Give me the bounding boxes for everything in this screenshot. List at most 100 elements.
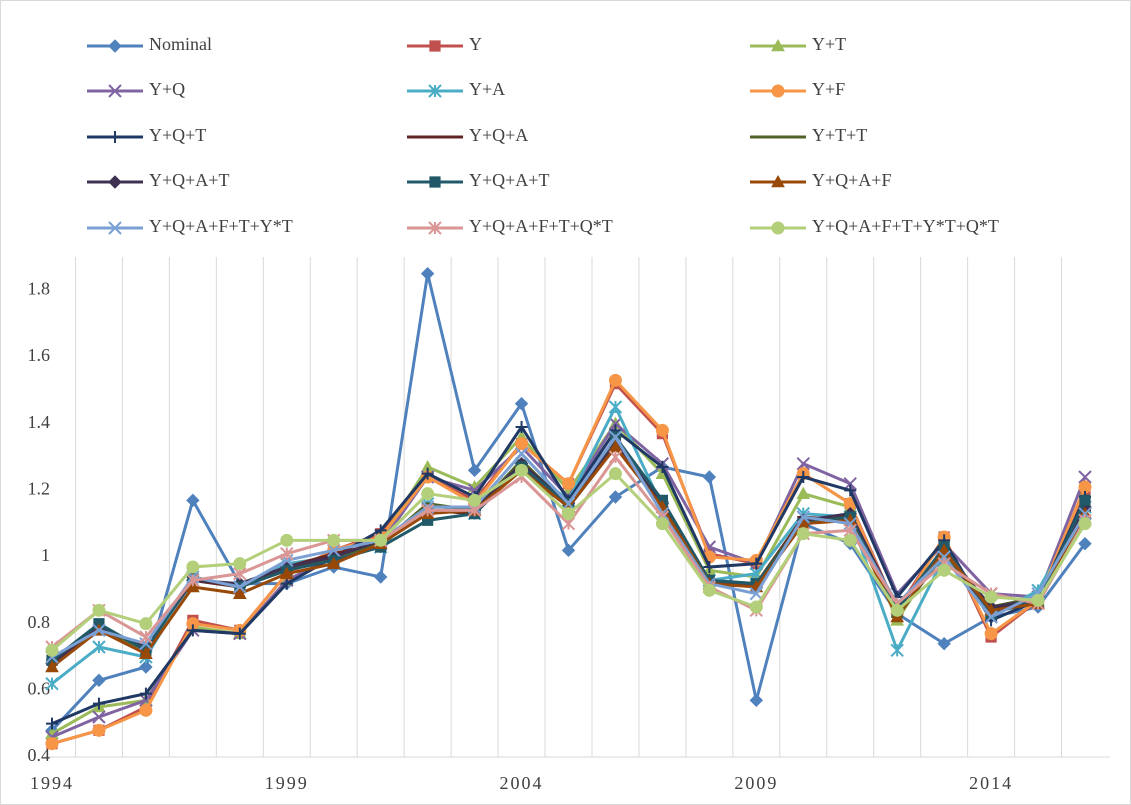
marker xyxy=(468,493,482,507)
marker xyxy=(1078,480,1092,494)
marker xyxy=(1078,536,1092,551)
y-tick-label: 1 xyxy=(41,545,50,565)
legend-label: Y+Q+A+T xyxy=(469,170,549,190)
marker xyxy=(843,533,857,547)
legend-label: Y+Q+A+T xyxy=(149,170,229,190)
marker xyxy=(608,416,623,431)
legend-marker xyxy=(109,131,121,143)
y-tick-label: 0.4 xyxy=(28,745,51,765)
marker xyxy=(139,660,153,674)
legend-label: Y+A xyxy=(469,79,505,99)
y-tick-label: 1.6 xyxy=(28,345,51,365)
marker xyxy=(608,490,623,504)
marker xyxy=(139,703,153,717)
marker xyxy=(796,456,810,471)
marker xyxy=(45,737,59,751)
marker xyxy=(984,610,998,624)
marker xyxy=(984,627,998,641)
marker xyxy=(844,484,857,497)
marker xyxy=(186,560,200,574)
legend-marker xyxy=(428,84,442,98)
marker xyxy=(420,266,435,281)
marker xyxy=(984,590,998,604)
legend-label: Y+Q+A+F+T+Q*T xyxy=(469,216,613,236)
y-tick-label: 1.4 xyxy=(28,412,51,432)
marker xyxy=(326,556,341,569)
y-tick-label: 0.6 xyxy=(28,678,51,698)
legend-marker xyxy=(429,40,441,52)
marker xyxy=(608,373,622,387)
marker xyxy=(232,586,247,599)
marker xyxy=(514,446,529,461)
marker xyxy=(139,646,153,659)
marker xyxy=(656,461,669,473)
legend-marker xyxy=(771,221,785,235)
legend-marker xyxy=(108,175,122,189)
marker xyxy=(890,603,904,617)
y-tick-label: 1.8 xyxy=(28,278,51,298)
legend-label: Y+Q+A xyxy=(469,125,528,145)
marker xyxy=(749,586,764,601)
marker xyxy=(186,617,200,631)
marker xyxy=(420,503,435,518)
marker xyxy=(92,723,106,737)
legend-label: Y+T xyxy=(812,34,846,54)
marker xyxy=(702,470,717,484)
marker xyxy=(749,600,763,614)
marker xyxy=(1031,593,1045,607)
marker xyxy=(890,643,904,658)
marker xyxy=(373,570,388,584)
legend-label: Y+Q+A+F+T+Y*T xyxy=(149,216,293,236)
marker xyxy=(608,450,623,464)
marker xyxy=(139,630,153,644)
marker xyxy=(327,543,341,558)
marker xyxy=(749,693,764,708)
marker xyxy=(608,430,623,444)
marker xyxy=(1078,470,1092,484)
marker xyxy=(467,463,482,478)
legend-label: Y+Q xyxy=(149,79,185,99)
marker xyxy=(562,507,576,521)
legend-marker xyxy=(108,39,122,53)
x-tick-label: 1999 xyxy=(265,773,309,793)
marker xyxy=(280,533,294,547)
legend-marker xyxy=(771,84,785,98)
marker xyxy=(796,486,811,499)
marker xyxy=(92,673,106,688)
marker xyxy=(92,710,106,724)
marker xyxy=(374,533,388,547)
marker xyxy=(797,471,810,483)
marker xyxy=(186,493,200,508)
marker xyxy=(92,603,106,617)
legend-marker xyxy=(108,84,122,98)
marker xyxy=(45,659,59,673)
x-tick-label: 2014 xyxy=(969,773,1013,793)
marker xyxy=(515,437,529,451)
marker xyxy=(937,563,951,577)
marker xyxy=(233,557,247,571)
x-tick-label: 2004 xyxy=(500,773,544,793)
legend-label: Nominal xyxy=(149,34,212,54)
marker xyxy=(233,580,247,594)
legend-marker xyxy=(771,38,785,52)
marker xyxy=(608,467,622,481)
marker xyxy=(421,467,434,480)
marker xyxy=(703,561,716,573)
x-tick-label: 2009 xyxy=(734,773,778,793)
legend-marker xyxy=(108,221,122,235)
marker xyxy=(561,543,576,558)
legend-label: Y+Q+T xyxy=(149,125,206,145)
marker xyxy=(608,400,623,414)
legend-marker xyxy=(429,176,441,188)
legend-label: Y+F xyxy=(812,79,845,99)
marker xyxy=(655,423,669,437)
marker xyxy=(186,579,200,593)
marker xyxy=(562,477,576,491)
legend-label: Y xyxy=(469,34,482,54)
marker xyxy=(233,627,246,640)
marker xyxy=(45,643,59,657)
marker xyxy=(702,583,716,597)
marker xyxy=(279,566,294,579)
